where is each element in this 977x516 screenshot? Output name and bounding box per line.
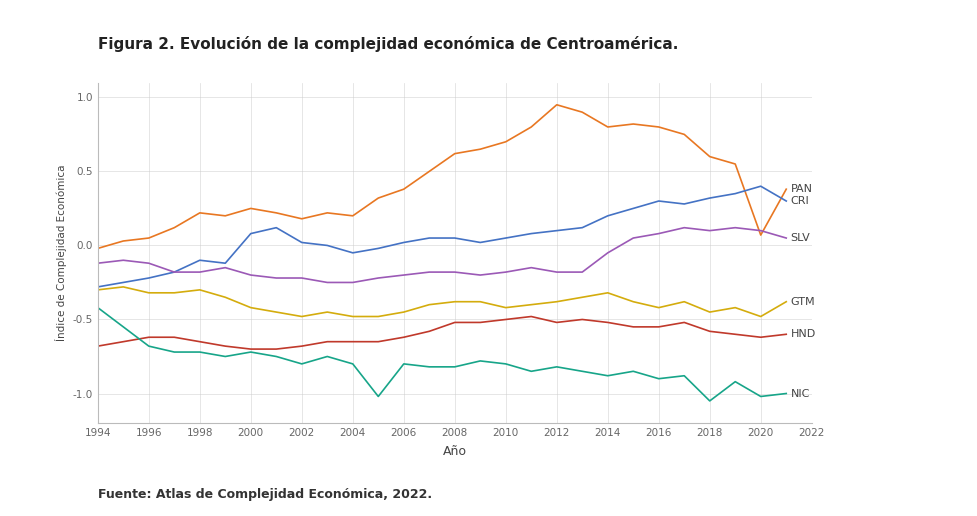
Text: HND: HND [789, 329, 815, 340]
Text: GTM: GTM [789, 297, 814, 307]
Text: Fuente: Atlas de Complejidad Económica, 2022.: Fuente: Atlas de Complejidad Económica, … [98, 488, 432, 501]
Text: SLV: SLV [789, 233, 809, 243]
Text: PAN: PAN [789, 184, 812, 194]
X-axis label: Año: Año [443, 445, 466, 458]
Y-axis label: Índice de Complejidad Económica: Índice de Complejidad Económica [55, 165, 67, 341]
Text: Figura 2. Evolución de la complejidad económica de Centroamérica.: Figura 2. Evolución de la complejidad ec… [98, 36, 677, 52]
Text: CRI: CRI [789, 196, 808, 206]
Text: NIC: NIC [789, 389, 809, 398]
